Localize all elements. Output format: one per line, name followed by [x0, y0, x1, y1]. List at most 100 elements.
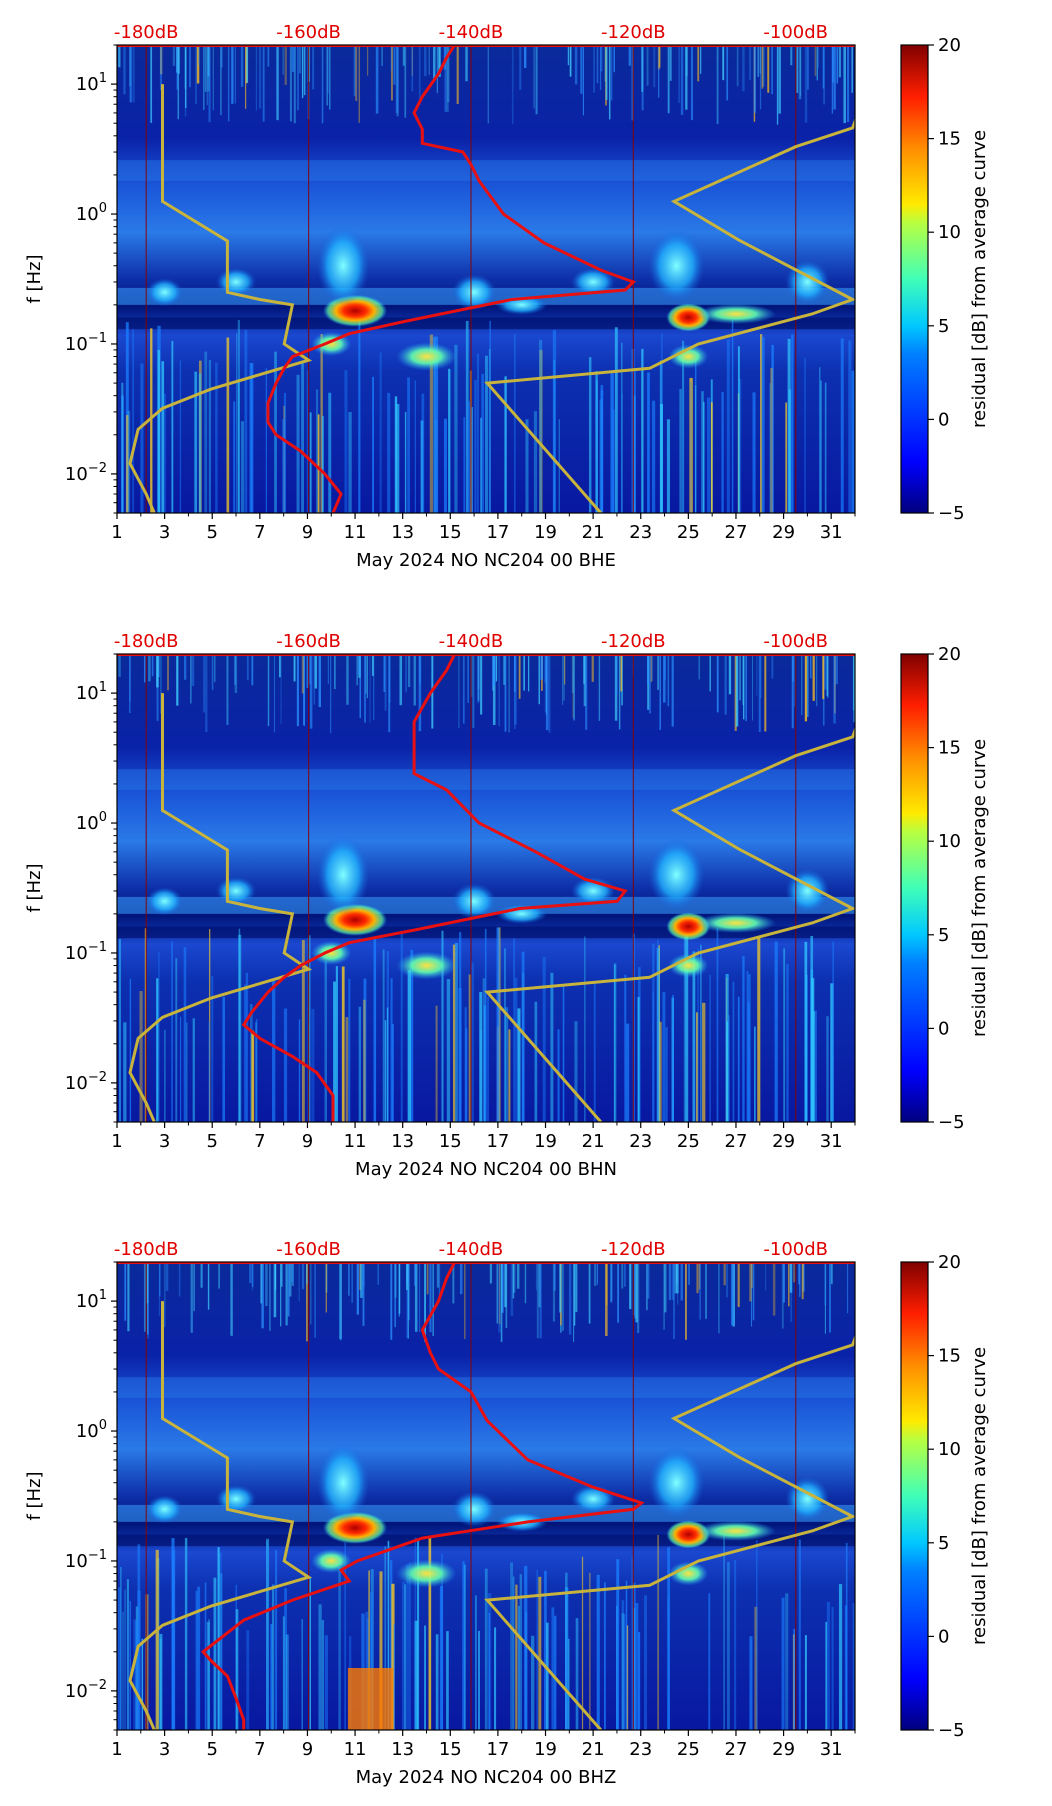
x-tick-label: 9 [302, 522, 313, 543]
speckle-column [151, 654, 154, 677]
speckle-column [443, 45, 447, 70]
speckle-column [810, 654, 812, 679]
transient-streak [514, 977, 518, 1122]
speckle-column [384, 654, 387, 711]
x-tick-label: 21 [582, 522, 605, 543]
transient-streak [159, 1638, 162, 1730]
speckle-column [132, 45, 135, 103]
speckle-column [696, 1262, 699, 1294]
speckle-column [572, 654, 574, 719]
speckle-column [177, 45, 180, 120]
speckle-column [814, 45, 817, 77]
speckle-column [207, 45, 210, 92]
speckle-column [812, 654, 815, 701]
transient-streak [315, 389, 319, 513]
speckle-column [496, 1262, 498, 1324]
transient-streak [435, 1005, 438, 1122]
speckle-column [363, 654, 367, 723]
transient-streak [414, 1537, 417, 1730]
speckle-column [501, 1262, 504, 1313]
speckle-column [835, 654, 838, 685]
speckle-column [340, 1262, 342, 1342]
event-blob [452, 274, 497, 311]
y-tick-label: 101 [76, 1288, 107, 1312]
speckle-column [571, 654, 574, 693]
transient-streak [504, 948, 506, 1122]
speckle-column [793, 1262, 796, 1283]
speckle-column [832, 45, 834, 83]
average-psd-curve [266, 45, 637, 513]
speckle-column [293, 654, 296, 682]
speckle-column [535, 45, 538, 115]
speckle-column [567, 45, 569, 66]
speckle-column [143, 1262, 147, 1332]
speckle-column [657, 654, 659, 690]
transient-streak [565, 1587, 569, 1730]
transient-streak [296, 374, 300, 513]
transient-streak [480, 417, 482, 513]
speckle-column [407, 1262, 410, 1339]
speckle-column [742, 45, 745, 92]
transient-streak [348, 412, 352, 513]
speckle-column [523, 654, 525, 691]
speckle-column [676, 1262, 679, 1294]
speckle-column [667, 45, 670, 114]
transient-streak [126, 1579, 129, 1730]
speckle-column [346, 654, 349, 705]
speckle-column [510, 1262, 514, 1317]
transient-streak [581, 1556, 584, 1730]
transient-streak [634, 368, 636, 513]
speckle-column [296, 45, 300, 111]
speckle-column [433, 45, 436, 81]
speckle-column [782, 1262, 786, 1303]
transient-streak [726, 339, 730, 513]
band-upper [117, 769, 855, 790]
transient-streak [819, 367, 821, 513]
transient-streak [414, 380, 416, 513]
speckle-column [220, 45, 223, 68]
speckle-column [552, 1262, 556, 1322]
db-axis-label: -100dB [763, 1239, 828, 1260]
heatmap-area [117, 1262, 855, 1730]
x-tick-label: 19 [534, 1739, 557, 1760]
transient-streak [815, 1010, 818, 1122]
speckle-column [123, 45, 126, 95]
db-axis-label: -160dB [276, 1239, 341, 1260]
transient-streak [320, 334, 323, 513]
colorbar-tick-label: 20 [938, 644, 961, 665]
speckle-column [608, 45, 611, 120]
speckle-column [781, 1262, 784, 1329]
speckle-column [650, 654, 653, 683]
speckle-column [280, 1262, 282, 1327]
speckle-column [563, 654, 565, 701]
speckle-column [190, 1262, 193, 1333]
speckle-column [160, 654, 162, 714]
transient-streak [791, 334, 794, 513]
speckle-column [771, 45, 773, 95]
x-tick-label: 5 [206, 522, 217, 543]
transient-streak [798, 1539, 801, 1730]
transient-streak [192, 1018, 195, 1122]
colorbar-tick-label: −5 [938, 503, 965, 524]
speckle-column [267, 654, 270, 727]
speckle-column [513, 654, 516, 692]
db-axis-label: -140dB [439, 1239, 504, 1260]
speckle-column [559, 1262, 562, 1313]
transient-streak [272, 979, 276, 1122]
transient-streak [562, 984, 565, 1122]
transient-streak [477, 353, 479, 513]
transient-streak [588, 357, 592, 513]
transient-streak [804, 1635, 807, 1730]
spectrogram-panel-2: 1 3 5 7 9 11 13 15 17 19 21 23 25 27 29 3110−210−110010… [24, 631, 990, 1180]
transient-streak [163, 393, 167, 513]
db-axis-label: -120dB [601, 1239, 666, 1260]
transient-streak [536, 1569, 538, 1730]
speckle-column [306, 654, 310, 688]
transient-streak [404, 1584, 406, 1730]
speckle-column [846, 1262, 849, 1314]
speckle-column [678, 45, 680, 103]
transient-streak [387, 1540, 390, 1730]
transient-streak [621, 342, 623, 513]
speckle-column [359, 654, 361, 719]
speckle-column [325, 1262, 327, 1313]
